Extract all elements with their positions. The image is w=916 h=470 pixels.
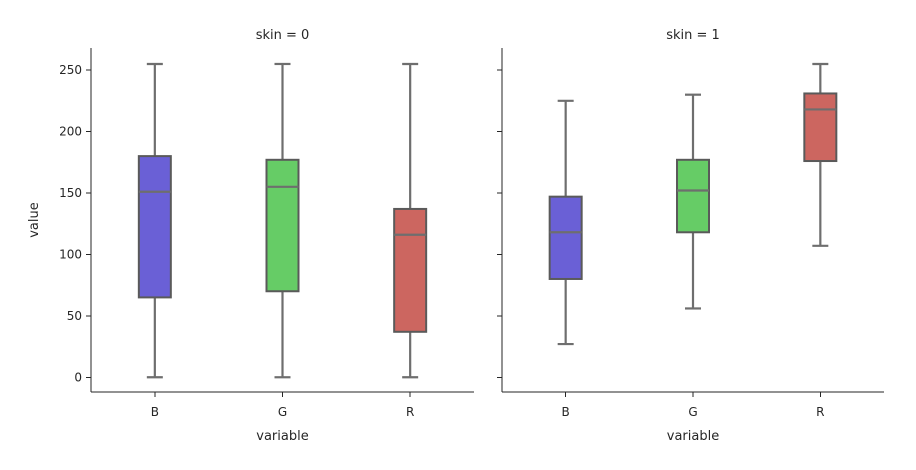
x-tick-label: G	[688, 405, 697, 419]
panel-title-1: skin = 0	[256, 28, 310, 43]
box-r	[803, 92, 838, 163]
y-tick-label: 250	[59, 63, 82, 77]
box-b	[548, 195, 583, 280]
y-axis-label: value	[27, 202, 42, 238]
y-tick-label: 200	[59, 125, 82, 139]
x-tick-label: R	[406, 405, 414, 419]
y-tick-label: 50	[67, 309, 82, 323]
box-r	[393, 207, 428, 333]
box-g	[265, 158, 300, 293]
x-tick-label: R	[816, 405, 824, 419]
x-tick-label: G	[278, 405, 287, 419]
x-axis-label-1: variable	[256, 429, 308, 444]
x-tick-label: B	[562, 405, 570, 419]
x-tick-label: B	[151, 405, 159, 419]
y-tick-label: 100	[59, 247, 82, 261]
x-axis-label-2: variable	[667, 429, 719, 444]
y-tick-label: 0	[74, 370, 82, 384]
panel-title-2: skin = 1	[666, 28, 720, 43]
y-tick-label: 150	[59, 186, 82, 200]
box-b	[137, 155, 172, 299]
box-g	[676, 158, 710, 234]
